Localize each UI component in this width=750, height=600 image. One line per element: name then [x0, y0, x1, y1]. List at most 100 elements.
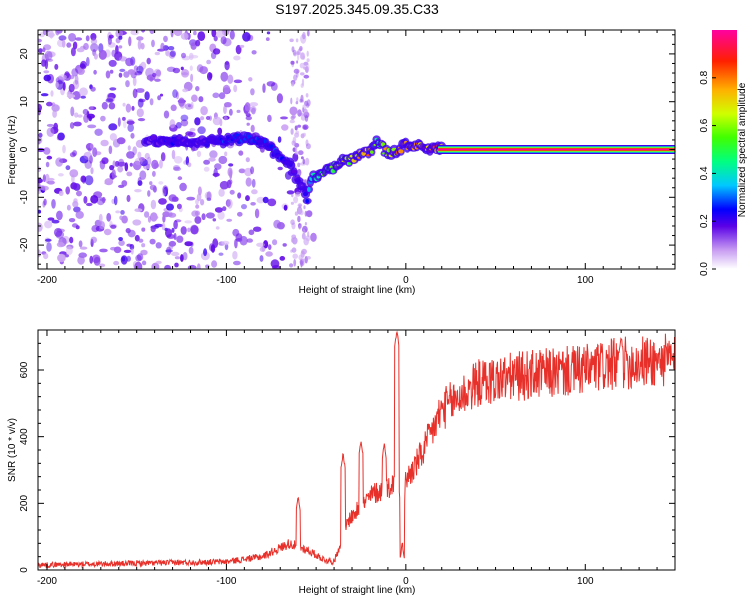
noise-blob [160, 42, 165, 52]
noise-blob [297, 124, 301, 128]
noise-blob [158, 181, 164, 185]
noise-blob [105, 98, 114, 103]
noise-blob [56, 242, 65, 248]
noise-blob [77, 114, 83, 118]
noise-blob [304, 222, 307, 226]
noise-blob [150, 199, 157, 210]
noise-blob [203, 248, 208, 257]
noise-blob [165, 228, 172, 238]
noise-blob [286, 190, 295, 195]
noise-blob [304, 210, 308, 217]
noise-blob [227, 74, 234, 84]
noise-blob [253, 226, 262, 232]
noise-blob [137, 151, 142, 159]
noise-blob [47, 180, 55, 185]
noise-blob [238, 168, 246, 174]
noise-blob [38, 249, 41, 258]
spectrogram-y-axis-label: Frequency (Hz) [7, 116, 18, 185]
ridge-blob [263, 138, 267, 144]
noise-blob [210, 51, 217, 60]
noise-blob [277, 166, 283, 171]
noise-blob [228, 163, 234, 167]
noise-blob [73, 121, 82, 127]
noise-blob [181, 69, 190, 78]
noise-blob [43, 70, 50, 74]
noise-blob [289, 106, 298, 116]
noise-blob [38, 38, 42, 43]
noise-blob [45, 30, 50, 33]
constant-line-band [438, 148, 675, 151]
noise-blob [194, 216, 202, 224]
noise-blob [101, 101, 108, 110]
noise-blob [125, 80, 130, 88]
noise-blob [117, 117, 121, 127]
noise-blob [297, 215, 301, 223]
spectrogram-y-ticks: -20 -10 0 10 20 [19, 34, 675, 265]
noise-blob [302, 228, 306, 235]
noise-blob [159, 93, 164, 97]
noise-blob [126, 194, 131, 203]
noise-blob [306, 50, 309, 57]
noise-blob [251, 178, 256, 188]
noise-blob [40, 93, 49, 97]
noise-blob [56, 210, 63, 221]
noise-blob [75, 225, 80, 230]
noise-blob [44, 50, 53, 61]
noise-blob [161, 222, 166, 231]
noise-blob [82, 108, 89, 115]
noise-blob [250, 88, 255, 96]
noise-blob [77, 255, 85, 265]
noise-blob [137, 118, 146, 122]
noise-blob [291, 140, 296, 146]
noise-blob [265, 251, 273, 257]
noise-blob [98, 213, 103, 223]
noise-blob [135, 88, 145, 93]
y-tick-label: 20 [19, 48, 30, 60]
noise-blob [222, 84, 231, 94]
noise-blob [233, 260, 241, 266]
noise-blob [237, 192, 242, 199]
noise-blob [57, 253, 66, 263]
noise-blob [201, 213, 206, 221]
noise-blob [38, 166, 42, 172]
noise-blob [137, 180, 143, 186]
noise-blob [172, 67, 181, 74]
noise-blob [130, 30, 139, 36]
noise-blob [79, 246, 88, 250]
x-tick-label: -100 [216, 275, 236, 286]
snr-panel: -200 -100 0 100 0 200 400 600 Height of straig… [7, 329, 676, 596]
noise-blob [187, 264, 197, 269]
noise-blob [180, 254, 184, 262]
noise-blob [218, 252, 224, 256]
noise-blob [155, 260, 162, 265]
noise-blob [212, 218, 217, 222]
noise-blob [299, 62, 305, 69]
noise-blob [279, 256, 286, 261]
noise-blob [108, 145, 113, 155]
noise-blob [79, 87, 88, 97]
noise-blob [267, 198, 277, 207]
noise-blob [224, 151, 228, 157]
noise-blob [239, 44, 245, 48]
noise-blob [99, 248, 108, 253]
noise-blob [46, 155, 53, 160]
noise-blob [118, 45, 123, 49]
noise-blob [154, 78, 161, 82]
noise-blob [75, 210, 84, 219]
noise-blob [151, 262, 160, 269]
noise-blob [126, 120, 135, 125]
noise-blob [303, 74, 310, 79]
noise-blob [136, 65, 144, 74]
y-tick-label: 600 [19, 361, 30, 378]
noise-blob [292, 253, 299, 259]
noise-blob [187, 162, 192, 168]
noise-blob [229, 169, 233, 180]
noise-blob [46, 242, 52, 252]
noise-blob [123, 120, 127, 129]
noise-blob [154, 51, 160, 56]
noise-blob [121, 256, 126, 262]
noise-blob [76, 67, 85, 75]
noise-blob [248, 229, 255, 236]
noise-blob [256, 196, 265, 204]
noise-blob [109, 69, 114, 74]
